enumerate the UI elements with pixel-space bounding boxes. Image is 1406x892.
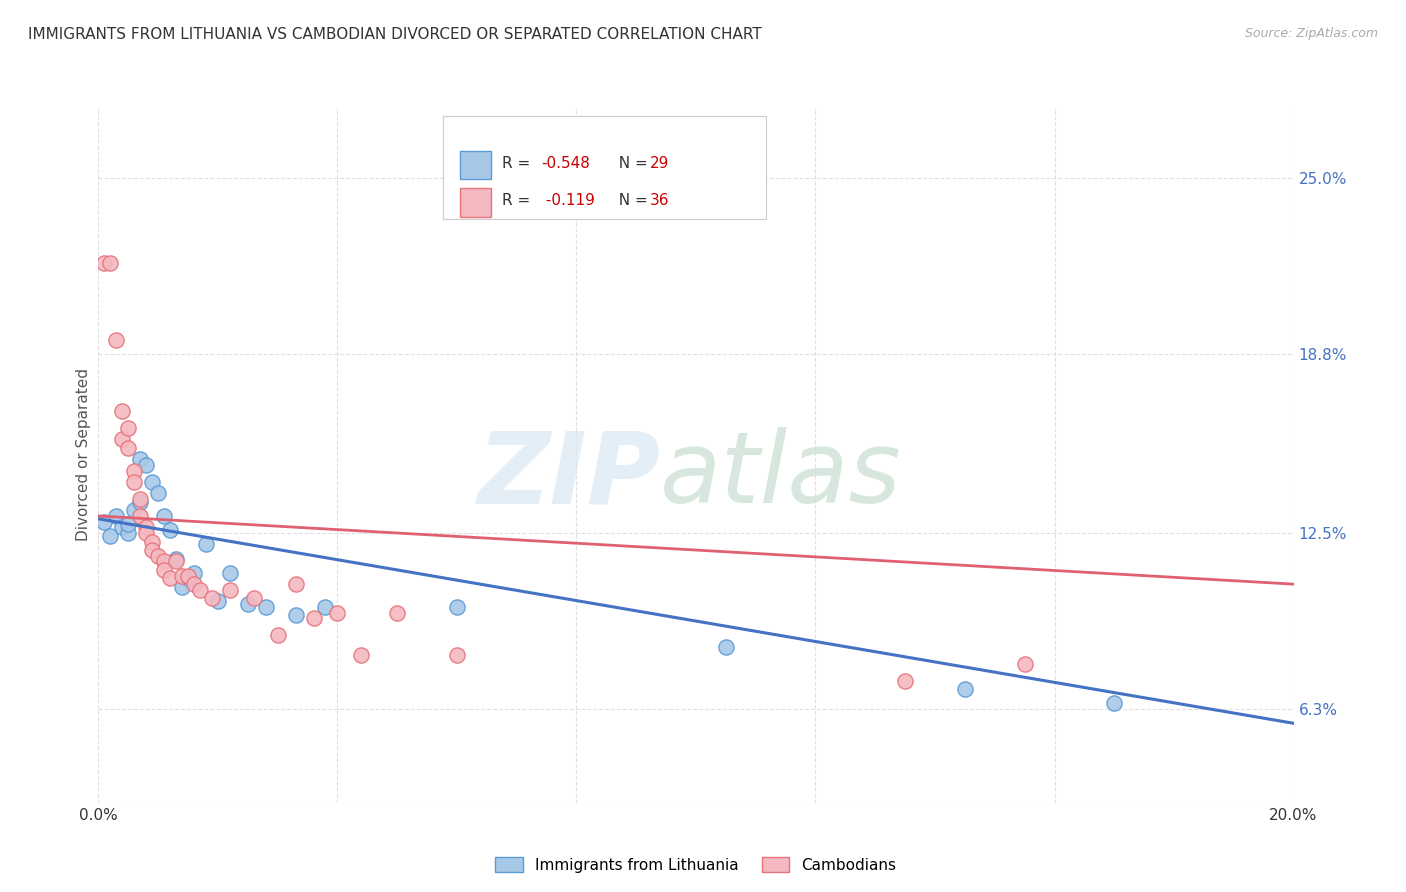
- Point: [117, 441, 139, 455]
- Point: [148, 549, 170, 563]
- Point: [315, 599, 337, 614]
- Point: [177, 571, 200, 585]
- Text: R =: R =: [502, 194, 536, 208]
- Point: [894, 673, 917, 688]
- Point: [446, 599, 468, 614]
- Text: ZIP: ZIP: [477, 427, 661, 524]
- Point: [93, 256, 115, 270]
- Point: [284, 577, 307, 591]
- Point: [135, 520, 157, 534]
- Point: [159, 571, 181, 585]
- Point: [153, 508, 176, 523]
- Y-axis label: Divorced or Separated: Divorced or Separated: [76, 368, 91, 541]
- Point: [153, 554, 176, 568]
- Point: [129, 508, 152, 523]
- Point: [302, 611, 325, 625]
- Text: -0.548: -0.548: [541, 156, 591, 170]
- Point: [135, 458, 157, 472]
- Point: [219, 566, 242, 580]
- Point: [165, 551, 187, 566]
- Point: [135, 526, 157, 541]
- Point: [267, 628, 290, 642]
- Point: [714, 640, 737, 654]
- Point: [172, 568, 194, 582]
- Point: [153, 563, 176, 577]
- Point: [111, 520, 134, 534]
- Point: [1104, 697, 1126, 711]
- Point: [141, 534, 163, 549]
- Text: R =: R =: [502, 156, 536, 170]
- Point: [326, 606, 349, 620]
- Point: [93, 515, 115, 529]
- Point: [953, 682, 976, 697]
- Point: [243, 591, 266, 606]
- Point: [219, 582, 242, 597]
- Point: [236, 597, 259, 611]
- Point: [141, 475, 163, 489]
- Point: [177, 568, 200, 582]
- Point: [201, 591, 224, 606]
- Point: [350, 648, 373, 662]
- Point: [117, 517, 139, 532]
- Point: [105, 508, 128, 523]
- Point: [124, 475, 146, 489]
- Text: -0.119: -0.119: [541, 194, 595, 208]
- Text: Source: ZipAtlas.com: Source: ZipAtlas.com: [1244, 27, 1378, 40]
- Text: 36: 36: [650, 194, 669, 208]
- Point: [284, 608, 307, 623]
- Text: N =: N =: [609, 194, 652, 208]
- Point: [148, 486, 170, 500]
- Point: [111, 404, 134, 418]
- Point: [159, 523, 181, 537]
- Point: [111, 432, 134, 446]
- Text: IMMIGRANTS FROM LITHUANIA VS CAMBODIAN DIVORCED OR SEPARATED CORRELATION CHART: IMMIGRANTS FROM LITHUANIA VS CAMBODIAN D…: [28, 27, 762, 42]
- Point: [195, 537, 218, 551]
- Point: [385, 606, 409, 620]
- Point: [165, 554, 187, 568]
- Text: atlas: atlas: [661, 427, 901, 524]
- Point: [105, 333, 128, 347]
- Point: [100, 256, 122, 270]
- Point: [124, 503, 146, 517]
- Point: [100, 529, 122, 543]
- Legend: Immigrants from Lithuania, Cambodians: Immigrants from Lithuania, Cambodians: [489, 850, 903, 879]
- Point: [129, 495, 152, 509]
- Point: [207, 594, 229, 608]
- Point: [183, 577, 205, 591]
- Point: [117, 526, 139, 541]
- Point: [254, 599, 277, 614]
- Point: [188, 582, 211, 597]
- Point: [446, 648, 468, 662]
- Point: [129, 452, 152, 467]
- Point: [172, 580, 194, 594]
- Point: [129, 491, 152, 506]
- Point: [117, 421, 139, 435]
- Point: [124, 464, 146, 478]
- Text: 29: 29: [650, 156, 669, 170]
- Point: [141, 543, 163, 558]
- Point: [183, 566, 205, 580]
- Point: [1014, 657, 1036, 671]
- Text: N =: N =: [609, 156, 652, 170]
